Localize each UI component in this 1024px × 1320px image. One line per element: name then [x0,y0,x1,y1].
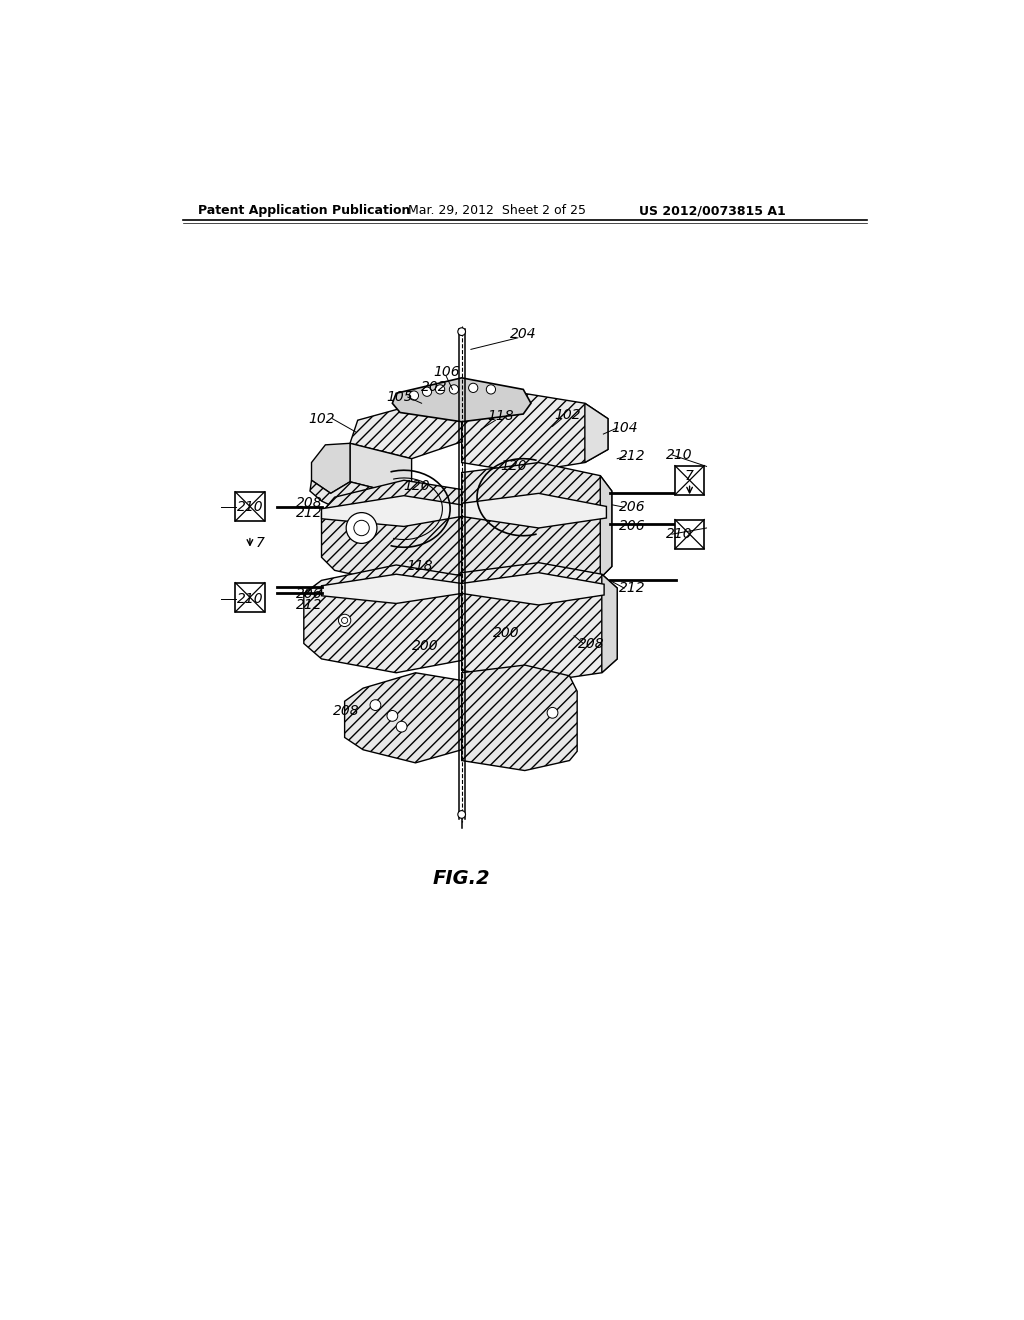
Polygon shape [322,574,462,603]
Text: 208: 208 [333,705,359,718]
Polygon shape [350,444,412,498]
Circle shape [342,618,348,623]
Circle shape [354,520,370,536]
Circle shape [547,708,558,718]
Polygon shape [462,562,617,682]
Text: 118: 118 [406,560,432,573]
Text: Patent Application Publication: Patent Application Publication [199,205,411,218]
Text: 212: 212 [296,507,323,520]
Circle shape [339,614,351,627]
FancyBboxPatch shape [675,520,705,549]
Text: 120: 120 [500,459,526,474]
Polygon shape [585,404,608,462]
Text: 7: 7 [685,470,694,483]
Text: 200: 200 [412,639,438,653]
Circle shape [370,700,381,710]
Text: 210: 210 [237,500,263,515]
Text: 206: 206 [296,587,323,601]
Polygon shape [345,673,462,763]
Polygon shape [600,475,611,578]
Circle shape [486,385,496,395]
Polygon shape [462,665,578,771]
Circle shape [387,710,397,721]
Text: 212: 212 [618,581,645,595]
Polygon shape [462,462,611,589]
Circle shape [458,810,466,818]
Circle shape [435,385,444,395]
Text: 210: 210 [666,447,692,462]
Text: 202: 202 [422,380,449,395]
Text: 7: 7 [255,536,264,550]
Text: 102: 102 [555,408,582,422]
Text: 208: 208 [296,495,323,510]
Polygon shape [602,574,617,673]
Polygon shape [311,444,350,494]
Circle shape [346,512,377,544]
Polygon shape [350,404,462,459]
Circle shape [450,385,459,395]
Text: 210: 210 [237,591,263,606]
Polygon shape [322,496,462,527]
Text: 206: 206 [618,520,645,533]
FancyBboxPatch shape [236,582,264,612]
Text: US 2012/0073815 A1: US 2012/0073815 A1 [639,205,785,218]
Text: 118: 118 [486,409,513,424]
Circle shape [458,327,466,335]
Circle shape [410,391,419,400]
Polygon shape [462,393,608,473]
Text: 210: 210 [666,527,692,541]
Text: 102: 102 [308,412,335,425]
Polygon shape [310,480,412,512]
Circle shape [396,721,407,733]
Polygon shape [392,378,531,422]
Text: 120: 120 [403,479,430,492]
FancyBboxPatch shape [236,492,264,521]
Text: 208: 208 [578,636,604,651]
Text: FIG.2: FIG.2 [433,869,490,888]
Text: 204: 204 [510,327,537,341]
Polygon shape [462,494,606,528]
Polygon shape [462,573,604,605]
Text: 104: 104 [611,421,638,434]
Text: 200: 200 [493,627,519,640]
Text: 106: 106 [433,364,460,379]
Circle shape [469,383,478,392]
Text: 105: 105 [387,391,414,404]
FancyBboxPatch shape [675,466,705,495]
Text: 212: 212 [296,598,323,612]
Circle shape [422,387,432,396]
Polygon shape [322,480,462,586]
Text: 206: 206 [618,500,645,515]
Polygon shape [304,565,462,673]
Text: 212: 212 [618,449,645,463]
Text: Mar. 29, 2012  Sheet 2 of 25: Mar. 29, 2012 Sheet 2 of 25 [408,205,586,218]
